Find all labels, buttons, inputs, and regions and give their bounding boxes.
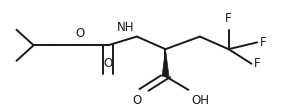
Text: O: O [132,94,141,107]
Text: OH: OH [191,94,209,107]
Text: F: F [225,12,232,25]
Text: NH: NH [116,21,134,34]
Text: O: O [75,27,84,40]
Polygon shape [162,49,169,76]
Text: O: O [104,57,113,71]
Text: F: F [254,57,261,70]
Text: F: F [260,36,267,49]
